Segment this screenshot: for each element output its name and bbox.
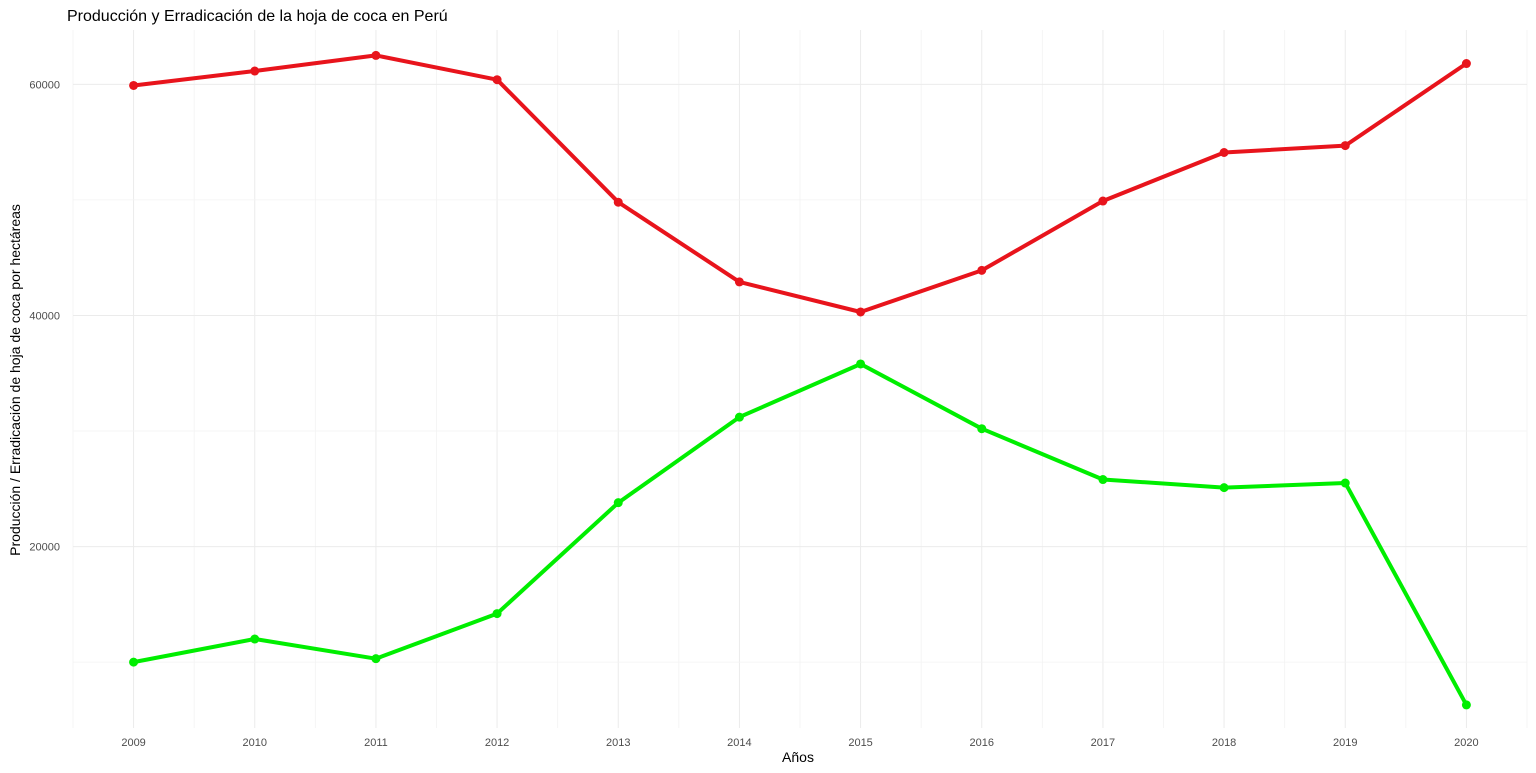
y-axis-title: Producción / Erradicación de hoja de coc… bbox=[7, 204, 23, 556]
series-lines bbox=[131, 53, 1469, 707]
grid-lines bbox=[72, 30, 1528, 728]
x-tick-label: 2010 bbox=[243, 737, 267, 749]
x-axis-title: Años bbox=[782, 749, 814, 765]
x-tick-label: 2012 bbox=[485, 737, 509, 749]
series-1-point bbox=[129, 80, 139, 90]
series-1-point bbox=[250, 66, 260, 76]
series-1-point bbox=[371, 50, 381, 60]
series-1-point bbox=[492, 75, 502, 85]
y-tick-label: 20000 bbox=[29, 542, 60, 554]
series-2-point bbox=[250, 634, 260, 644]
x-tick-label: 2016 bbox=[970, 737, 994, 749]
series-2-point bbox=[613, 498, 623, 508]
x-tick-label: 2017 bbox=[1091, 737, 1115, 749]
series-2-point bbox=[129, 657, 139, 667]
x-tick-label: 2013 bbox=[606, 737, 630, 749]
series-1-point bbox=[977, 265, 987, 275]
series-line-1 bbox=[131, 53, 1469, 314]
series-1-point bbox=[734, 277, 744, 287]
series-2-point bbox=[1098, 475, 1108, 485]
chart-title: Producción y Erradicación de la hoja de … bbox=[67, 8, 448, 25]
series-2-point bbox=[1219, 483, 1229, 493]
x-tick-label: 2018 bbox=[1212, 737, 1236, 749]
x-tick-label: 2020 bbox=[1454, 737, 1478, 749]
series-2-point bbox=[856, 359, 866, 369]
series-1-point bbox=[1098, 196, 1108, 206]
x-tick-label: 2019 bbox=[1333, 737, 1357, 749]
series-1-point bbox=[1219, 147, 1229, 157]
data-points bbox=[129, 50, 1471, 710]
x-tick-label: 2014 bbox=[727, 737, 751, 749]
series-2-point bbox=[492, 609, 502, 619]
series-2-point bbox=[734, 412, 744, 422]
series-1-point bbox=[613, 197, 623, 207]
y-tick-label: 60000 bbox=[29, 79, 60, 91]
x-tick-label: 2009 bbox=[121, 737, 145, 749]
x-tick-label: 2011 bbox=[364, 737, 388, 749]
series-2-point bbox=[1461, 700, 1471, 710]
series-line-2 bbox=[131, 362, 1469, 707]
series-1-point bbox=[1340, 141, 1350, 151]
tick-labels: 2009 2010 2011 2012 2013 2014 2015 2016 2017 2018… bbox=[29, 79, 1478, 749]
x-tick-label: 2015 bbox=[848, 737, 872, 749]
series-2-point bbox=[371, 654, 381, 664]
series-2-point bbox=[977, 424, 987, 434]
series-2-point bbox=[1340, 478, 1350, 488]
series-1-point bbox=[1461, 59, 1471, 69]
y-tick-label: 40000 bbox=[29, 310, 60, 322]
series-1-point bbox=[856, 307, 866, 317]
